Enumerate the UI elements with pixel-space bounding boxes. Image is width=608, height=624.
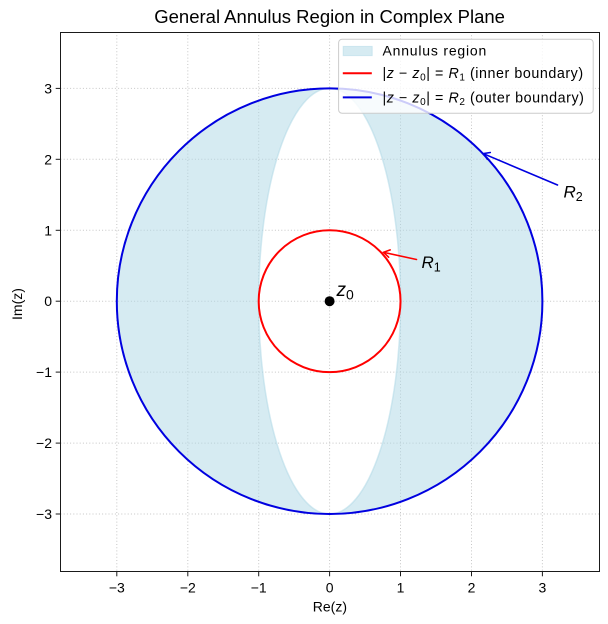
svg-text:2: 2	[44, 151, 52, 167]
svg-text:|z − z0| = R1 (inner boundary): |z − z0| = R1 (inner boundary)	[383, 66, 584, 84]
svg-text:2: 2	[468, 580, 476, 596]
svg-text:0: 0	[326, 580, 334, 596]
svg-text:−1: −1	[36, 364, 52, 380]
svg-text:|z − z0| = R2 (outer boundary): |z − z0| = R2 (outer boundary)	[383, 91, 585, 109]
svg-text:Re(z): Re(z)	[313, 599, 347, 615]
svg-text:1: 1	[397, 580, 405, 596]
svg-text:−1: −1	[251, 580, 267, 596]
svg-text:−2: −2	[36, 435, 52, 451]
svg-text:Im(z): Im(z)	[9, 288, 25, 320]
svg-text:3: 3	[539, 580, 547, 596]
svg-text:−3: −3	[109, 580, 125, 596]
svg-text:3: 3	[44, 80, 52, 96]
svg-text:−2: −2	[180, 580, 196, 596]
svg-text:−3: −3	[36, 506, 52, 522]
svg-text:z0: z0	[336, 280, 355, 303]
svg-text:1: 1	[44, 222, 52, 238]
svg-text:0: 0	[44, 293, 52, 309]
svg-text:General Annulus Region in Comp: General Annulus Region in Complex Plane	[154, 6, 505, 27]
svg-text:Annulus region: Annulus region	[383, 43, 488, 59]
